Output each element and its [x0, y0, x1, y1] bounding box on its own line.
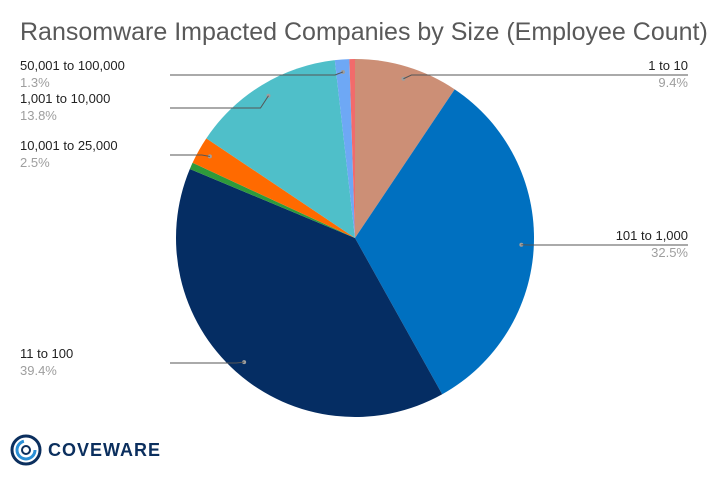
- slice-pct-5: 13.8%: [20, 108, 57, 123]
- leader-line-2: [170, 361, 245, 364]
- pie-slice-1: [355, 89, 535, 395]
- slice-pct-6: 1.3%: [20, 75, 50, 90]
- slice-label-2: 11 to 100: [20, 346, 73, 361]
- pie-slice-3: [189, 162, 355, 238]
- leader-line-6: [170, 71, 344, 76]
- slice-pct-0: 9.4%: [658, 75, 688, 90]
- pie-slice-7: [349, 59, 355, 238]
- coveware-logo: COVEWARE: [10, 430, 161, 470]
- leader-line-0: [403, 74, 688, 80]
- slice-pct-4: 2.5%: [20, 155, 50, 170]
- slice-label-6: 50,001 to 100,000: [20, 58, 125, 73]
- slice-pct-2: 39.4%: [20, 363, 57, 378]
- slice-label-1: 101 to 1,000: [616, 228, 688, 243]
- logo-text: COVEWARE: [48, 439, 162, 460]
- slice-label-0: 1 to 10: [648, 58, 688, 73]
- pie-slice-5: [206, 60, 355, 238]
- slice-label-4: 10,001 to 25,000: [20, 138, 118, 153]
- slice-pct-1: 32.5%: [651, 245, 688, 260]
- pie-chart: 1 to 10 9.4% 101 to 1,000 32.5% 11 to 100 39.…: [20, 58, 688, 417]
- chart-title: Ransomware Impacted Companies by Size (E…: [20, 18, 708, 46]
- slice-label-5: 1,001 to 10,000: [20, 91, 110, 106]
- pie-slice-2: [175, 168, 443, 417]
- pie-slice-0: [355, 59, 455, 238]
- leader-line-5: [170, 95, 269, 109]
- pie-slice-4: [192, 138, 355, 238]
- leader-line-4: [170, 154, 210, 157]
- pie-slice-6: [334, 59, 355, 239]
- coveware-logo-icon: [10, 434, 42, 466]
